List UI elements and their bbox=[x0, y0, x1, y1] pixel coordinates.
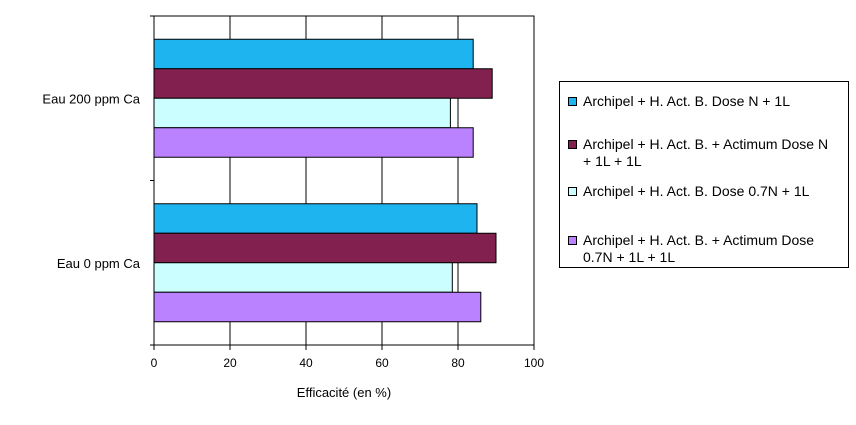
bar bbox=[153, 262, 453, 293]
x-tick-label: 0 bbox=[151, 356, 158, 370]
legend: Archipel + H. Act. B. Dose N + 1L Archip… bbox=[559, 81, 849, 268]
x-tick-label: 40 bbox=[299, 356, 313, 370]
x-tick-label: 80 bbox=[451, 356, 465, 370]
legend-label-2: Archipel + H. Act. B. + Actimum Dose N +… bbox=[583, 136, 829, 169]
bar bbox=[153, 203, 478, 234]
legend-item-4: Archipel + H. Act. B. + Actimum Dose 0.7… bbox=[568, 232, 838, 266]
category-label: Eau 200 ppm Ca bbox=[42, 91, 140, 106]
legend-label-4: Archipel + H. Act. B. + Actimum Dose 0.7… bbox=[583, 232, 815, 265]
legend-label-3: Archipel + H. Act. B. Dose 0.7N + 1L bbox=[583, 183, 810, 199]
bar bbox=[153, 291, 482, 323]
bar bbox=[153, 38, 474, 70]
x-axis-title: Efficacité (en %) bbox=[297, 385, 391, 400]
bar bbox=[153, 68, 493, 99]
x-tick-label: 100 bbox=[524, 356, 544, 370]
legend-swatch-1 bbox=[568, 97, 577, 106]
legend-item-1: Archipel + H. Act. B. Dose N + 1L bbox=[568, 93, 838, 110]
legend-item-2: Archipel + H. Act. B. + Actimum Dose N +… bbox=[568, 136, 838, 170]
legend-swatch-3 bbox=[568, 187, 577, 196]
legend-swatch-4 bbox=[568, 236, 577, 245]
legend-label-1: Archipel + H. Act. B. Dose N + 1L bbox=[583, 93, 790, 109]
legend-swatch-2 bbox=[568, 140, 577, 149]
category-label: Eau 0 ppm Ca bbox=[57, 256, 141, 271]
bar bbox=[153, 97, 451, 129]
legend-item-3: Archipel + H. Act. B. Dose 0.7N + 1L bbox=[568, 183, 838, 200]
x-tick-label: 60 bbox=[375, 356, 389, 370]
x-tick-label: 20 bbox=[223, 356, 237, 370]
bar bbox=[153, 127, 474, 158]
bar bbox=[153, 232, 497, 264]
